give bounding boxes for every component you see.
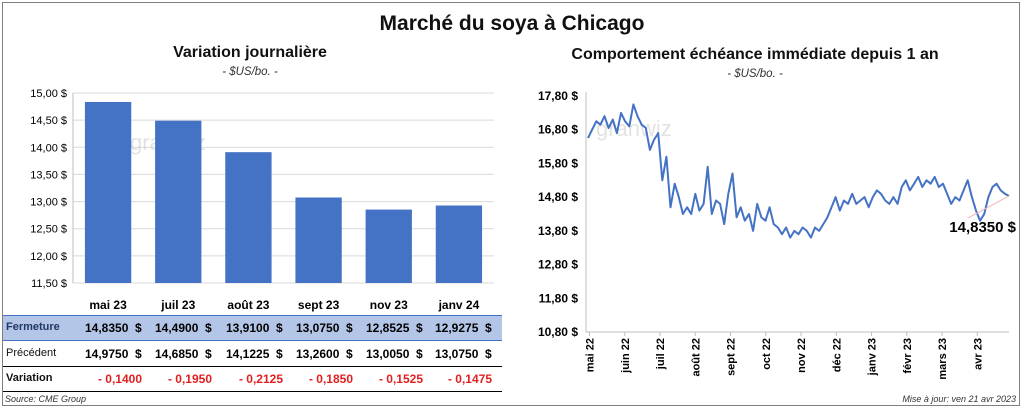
last-value-leader — [967, 195, 1010, 219]
close-cell: 13,9100 $ — [226, 321, 283, 335]
bar-y-tick-label: 12,00 $ — [30, 251, 67, 263]
bar-x-tick-label: mai 23 — [89, 298, 127, 312]
previous-cell: 13,0750 $ — [435, 347, 492, 361]
line-x-tick-label: avr 23 — [972, 338, 984, 370]
close-row-label: Fermeture — [6, 321, 60, 333]
line-x-tick-label: févr 23 — [902, 338, 914, 373]
bar-y-tick-label: 14,50 $ — [30, 115, 67, 127]
line-y-tick-label: 16,80 $ — [538, 123, 578, 137]
source-note: Source: CME Group — [5, 394, 87, 404]
close-cell: 14,4900 $ — [155, 321, 212, 335]
bar-x-tick-label: août 23 — [227, 298, 269, 312]
close-cell: 12,8525 $ — [366, 321, 423, 335]
line-y-tick-label: 11,80 $ — [539, 291, 579, 305]
variation-cell: - 0,1475 — [447, 372, 493, 386]
bar-x-tick-label: juil 23 — [160, 298, 195, 312]
watermark: granwiz — [596, 116, 672, 141]
line-x-tick-label: juil 22 — [655, 338, 667, 370]
line-y-tick-label: 12,80 $ — [538, 258, 578, 272]
close-cell: 13,0750 $ — [296, 321, 353, 335]
previous-row-label: Précédent — [6, 347, 57, 359]
bar-chart-unit: - $US/bo. - — [222, 66, 278, 78]
bar-y-tick-label: 13,50 $ — [30, 169, 67, 181]
line-x-tick-label: sept 22 — [726, 338, 738, 376]
table-divider — [3, 366, 502, 367]
line-x-tick-label: oct 22 — [761, 338, 773, 370]
line-y-tick-label: 13,80 $ — [538, 224, 578, 238]
previous-cell: 14,1225 $ — [226, 347, 283, 361]
line-x-tick-label: nov 22 — [796, 338, 808, 373]
bar — [155, 120, 202, 283]
variation-cell: - 0,2125 — [238, 372, 284, 386]
bar-x-tick-label: nov 23 — [370, 298, 408, 312]
line-x-tick-label: mars 23 — [937, 338, 949, 380]
line-chart-unit: - $US/bo. - — [727, 68, 783, 80]
bar — [365, 209, 412, 283]
line-y-tick-label: 10,80 $ — [538, 325, 578, 339]
bar-y-tick-label: 11,50 $ — [31, 278, 67, 290]
close-cell: 12,9275 $ — [435, 321, 492, 335]
bar-x-tick-label: sept 23 — [298, 298, 340, 312]
variation-cell: - 0,1525 — [378, 372, 424, 386]
variation-row-label: Variation — [6, 372, 53, 384]
last-value-label: 14,8350 $ — [949, 219, 1016, 236]
table-row-close: Fermeture 14,8350 $ 14,4900 $ 13,9100 $ … — [3, 315, 502, 341]
previous-cell: 13,2600 $ — [296, 347, 353, 361]
bar-x-tick-label: janv 24 — [438, 298, 480, 312]
bar-y-tick-label: 14,00 $ — [30, 142, 67, 154]
line-x-tick-label: janv 23 — [867, 338, 879, 376]
variation-cell: - 0,1950 — [167, 372, 213, 386]
table-row-previous: Précédent 14,9750 $ 14,6850 $ 14,1225 $ … — [3, 342, 502, 366]
update-note: Mise à jour: ven 21 avr 2023 — [902, 394, 1016, 404]
table-bottom-border — [3, 391, 502, 392]
bar — [84, 101, 132, 283]
line-x-tick-label: juin 22 — [620, 338, 632, 374]
bar-chart-title: Variation journalière — [173, 44, 327, 61]
previous-cell: 13,0050 $ — [366, 347, 423, 361]
variation-cell: - 0,1850 — [308, 372, 354, 386]
line-y-tick-label: 17,80 $ — [538, 89, 578, 103]
bar-y-tick-label: 13,00 $ — [30, 197, 67, 209]
line-chart-title: Comportement échéance immédiate depuis 1… — [571, 46, 939, 63]
previous-cell: 14,9750 $ — [85, 347, 142, 361]
line-y-tick-label: 14,80 $ — [538, 190, 578, 204]
page-title: Marché du soya à Chicago — [379, 12, 645, 35]
close-cell: 14,8350 $ — [85, 321, 142, 335]
line-y-tick-label: 15,80 $ — [538, 156, 578, 170]
bar — [295, 197, 342, 283]
bar — [225, 152, 272, 283]
bar-y-tick-label: 12,50 $ — [30, 224, 67, 236]
line-x-tick-label: déc 22 — [831, 338, 843, 372]
line-x-tick-label: mai 22 — [585, 338, 597, 372]
bar — [435, 205, 483, 283]
variation-cell: - 0,1400 — [97, 372, 143, 386]
previous-cell: 14,6850 $ — [155, 347, 212, 361]
table-row-variation: Variation - 0,1400 - 0,1950 - 0,2125 - 0… — [3, 367, 502, 391]
bar-y-tick-label: 15,00 $ — [30, 88, 67, 100]
line-x-tick-label: août 22 — [690, 338, 702, 377]
line-series — [587, 103, 1010, 239]
